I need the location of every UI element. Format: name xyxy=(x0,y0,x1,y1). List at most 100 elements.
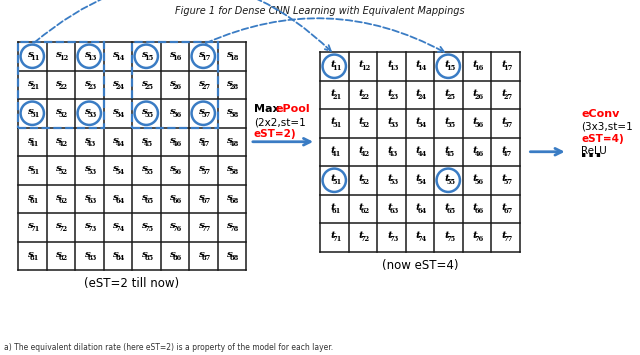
Text: 38: 38 xyxy=(230,111,239,119)
Text: t: t xyxy=(330,117,335,126)
Text: 65: 65 xyxy=(446,207,455,215)
Text: 76: 76 xyxy=(475,235,484,243)
Text: 51: 51 xyxy=(30,168,40,176)
Text: s: s xyxy=(28,193,34,202)
Text: t: t xyxy=(501,231,506,240)
Text: 36: 36 xyxy=(475,121,484,129)
Text: 73: 73 xyxy=(87,225,97,233)
Text: s: s xyxy=(199,79,205,88)
Text: t: t xyxy=(330,146,335,155)
Text: t: t xyxy=(416,117,420,126)
Text: s: s xyxy=(199,136,205,145)
Text: s: s xyxy=(199,193,205,202)
Text: 12: 12 xyxy=(360,64,370,72)
Text: s: s xyxy=(85,107,91,116)
Text: t: t xyxy=(330,174,335,183)
Text: t: t xyxy=(416,89,420,98)
Text: 26: 26 xyxy=(173,83,182,91)
Text: t: t xyxy=(444,60,449,69)
Text: 42: 42 xyxy=(361,150,370,158)
Text: 24: 24 xyxy=(418,93,427,101)
Text: 25: 25 xyxy=(446,93,455,101)
Text: 22: 22 xyxy=(361,93,370,101)
Text: 33: 33 xyxy=(389,121,398,129)
Text: 51: 51 xyxy=(332,178,341,186)
Text: 15: 15 xyxy=(144,54,154,62)
Text: t: t xyxy=(473,174,477,183)
Text: 73: 73 xyxy=(389,235,398,243)
Text: 34: 34 xyxy=(116,111,125,119)
Text: 37: 37 xyxy=(201,111,211,119)
Text: 14: 14 xyxy=(417,64,427,72)
Text: 42: 42 xyxy=(59,140,68,148)
Text: 33: 33 xyxy=(87,111,97,119)
Text: 16: 16 xyxy=(173,54,182,62)
Text: s: s xyxy=(199,50,205,59)
Text: t: t xyxy=(359,231,364,240)
Text: 25: 25 xyxy=(144,83,153,91)
Text: 54: 54 xyxy=(418,178,427,186)
Text: t: t xyxy=(359,203,364,212)
Text: s: s xyxy=(28,164,34,173)
Text: t: t xyxy=(473,60,477,69)
Text: 23: 23 xyxy=(389,93,398,101)
Text: 63: 63 xyxy=(389,207,398,215)
Text: s: s xyxy=(85,79,91,88)
Text: s: s xyxy=(142,107,148,116)
Text: t: t xyxy=(387,89,392,98)
Text: 11: 11 xyxy=(30,54,40,62)
Text: (now eST=4): (now eST=4) xyxy=(381,259,458,272)
Text: 21: 21 xyxy=(30,83,40,91)
Text: s: s xyxy=(28,221,34,230)
Text: 36: 36 xyxy=(173,111,182,119)
Text: s: s xyxy=(85,136,91,145)
Text: 55: 55 xyxy=(446,178,455,186)
Text: s: s xyxy=(113,250,119,259)
Text: 67: 67 xyxy=(201,197,211,205)
Text: s: s xyxy=(85,250,91,259)
Text: 61: 61 xyxy=(30,197,40,205)
Text: s: s xyxy=(170,164,176,173)
Text: 47: 47 xyxy=(503,150,513,158)
Text: t: t xyxy=(473,231,477,240)
Text: t: t xyxy=(330,89,335,98)
Text: 48: 48 xyxy=(230,140,239,148)
Text: s: s xyxy=(56,250,62,259)
Text: s: s xyxy=(85,221,91,230)
Text: s: s xyxy=(227,193,233,202)
Text: 18: 18 xyxy=(230,54,239,62)
Text: t: t xyxy=(387,231,392,240)
Text: s: s xyxy=(85,164,91,173)
Text: (2x2,st=1: (2x2,st=1 xyxy=(254,117,306,127)
Text: 62: 62 xyxy=(361,207,370,215)
Text: s: s xyxy=(170,107,176,116)
Text: s: s xyxy=(199,107,205,116)
Text: 17: 17 xyxy=(503,64,513,72)
Text: 71: 71 xyxy=(332,235,341,243)
Text: s: s xyxy=(28,136,34,145)
Text: s: s xyxy=(28,79,34,88)
Text: 17: 17 xyxy=(201,54,211,62)
Text: s: s xyxy=(56,107,62,116)
Text: t: t xyxy=(416,231,420,240)
Text: t: t xyxy=(473,117,477,126)
FancyArrowPatch shape xyxy=(206,18,444,52)
Text: 35: 35 xyxy=(446,121,455,129)
Text: s: s xyxy=(142,221,148,230)
Text: 81: 81 xyxy=(30,254,40,262)
Text: t: t xyxy=(416,60,420,69)
Text: 85: 85 xyxy=(144,254,154,262)
Text: s: s xyxy=(142,136,148,145)
Bar xyxy=(18,42,104,127)
Text: 46: 46 xyxy=(475,150,484,158)
Text: s: s xyxy=(113,164,119,173)
Text: 26: 26 xyxy=(475,93,484,101)
Text: 31: 31 xyxy=(332,121,341,129)
Text: t: t xyxy=(501,203,506,212)
Text: 12: 12 xyxy=(59,54,68,62)
Text: 74: 74 xyxy=(418,235,427,243)
Text: t: t xyxy=(416,146,420,155)
Text: 13: 13 xyxy=(87,54,97,62)
Text: 27: 27 xyxy=(201,83,211,91)
FancyArrowPatch shape xyxy=(35,0,331,51)
